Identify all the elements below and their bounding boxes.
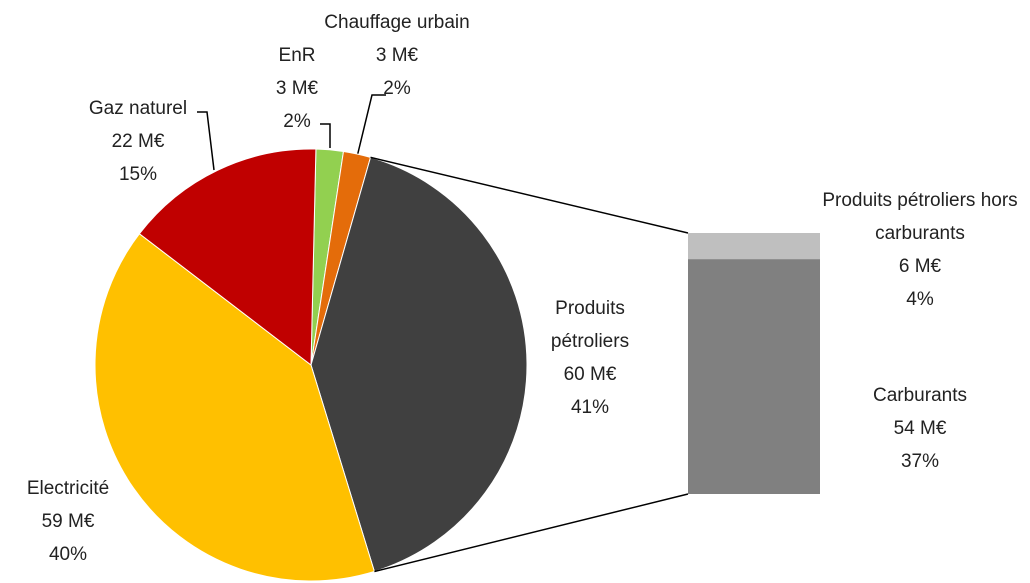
category-label: Gaz naturel <box>88 98 188 119</box>
percentage-label: 41% <box>570 397 610 418</box>
data-label: Chauffage urbain 3 M€ 2% <box>297 6 497 105</box>
percentage-label: 15% <box>118 164 158 185</box>
data-label: Produits pétroliers 60 M€ 41% <box>530 292 650 424</box>
category-label: Produits pétroliers hors carburants <box>822 190 1018 244</box>
category-label: Chauffage urbain <box>324 12 470 33</box>
value-label: 6 M€ <box>898 256 942 277</box>
percentage-label: 37% <box>900 451 940 472</box>
data-label: Gaz naturel 22 M€ 15% <box>58 92 218 191</box>
percentage-label: 2% <box>383 78 411 99</box>
value-label: 22 M€ <box>111 131 165 152</box>
pie-slice <box>94 233 376 582</box>
bar-segment <box>688 259 820 494</box>
connector-line <box>370 156 689 234</box>
value-label: 60 M€ <box>563 364 617 385</box>
leader-line <box>320 123 331 148</box>
category-label: Electricité <box>26 478 110 499</box>
data-label: Produits pétroliers hors carburants 6 M€ 4… <box>810 184 1030 316</box>
category-label: EnR <box>278 45 316 66</box>
value-label: 3 M€ <box>375 45 419 66</box>
percentage-label: 2% <box>283 111 311 132</box>
data-label: Carburants 54 M€ 37% <box>840 379 1000 478</box>
value-label: 3 M€ <box>275 78 319 99</box>
value-label: 54 M€ <box>893 418 947 439</box>
category-label: Carburants <box>873 385 967 406</box>
connector-line <box>374 493 689 573</box>
percentage-label: 40% <box>48 544 88 565</box>
leader-line <box>197 111 215 171</box>
value-label: 59 M€ <box>41 511 95 532</box>
percentage-label: 4% <box>906 289 934 310</box>
category-label: Produits pétroliers <box>550 298 630 352</box>
pie-slice <box>310 156 528 573</box>
pie-slice <box>138 148 317 366</box>
data-label: Electricité 59 M€ 40% <box>0 472 138 571</box>
bar-segment <box>688 233 820 260</box>
leader-line <box>356 94 386 158</box>
data-label: EnR 3 M€ 2% <box>227 39 367 138</box>
